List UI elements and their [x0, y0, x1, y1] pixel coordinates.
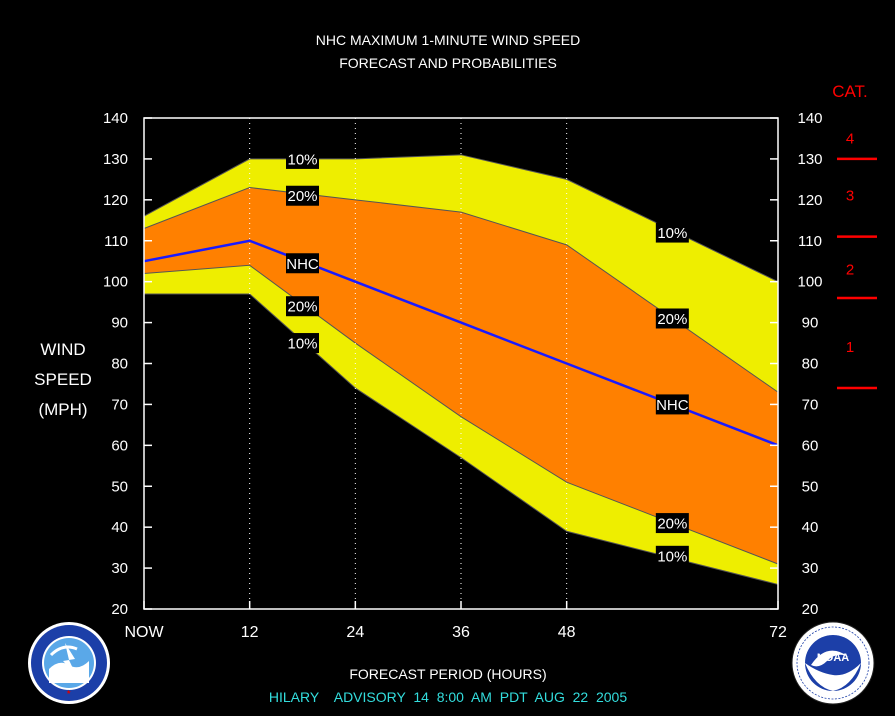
y-tick-label: 50: [802, 478, 819, 495]
series-label-box: [655, 308, 689, 329]
series-label-text: 10%: [657, 225, 687, 242]
series-label-text: 10%: [287, 336, 317, 353]
series-label-text: 20%: [287, 299, 317, 316]
y-tick-label: 40: [802, 519, 819, 536]
outside-region-bottom: [144, 293, 778, 609]
x-axis-label: FORECAST PERIOD (HOURS): [349, 666, 546, 682]
y-tick-label: 90: [802, 315, 819, 332]
x-tick-label: 24: [346, 624, 364, 641]
category-label: 3: [846, 188, 854, 205]
logo-star: ★: [66, 689, 71, 696]
nws-logo-icon: ★: [28, 622, 110, 704]
x-tick-label: 72: [769, 624, 787, 641]
band-edge-line: [143, 264, 779, 565]
y-tick-label: 50: [111, 478, 128, 495]
series-label-text: 20%: [657, 516, 687, 533]
y-axis-label-line: WIND: [40, 340, 85, 359]
series-label-box: [655, 394, 689, 415]
y-axis-right: 20 30 40 50 60 70 80 90 100 110 120 130 140: [770, 110, 823, 618]
category-label: 4: [846, 130, 854, 147]
y-tick-label: 40: [111, 519, 128, 536]
series-label-text: 20%: [657, 311, 687, 328]
series-label-box: [286, 296, 319, 317]
category-panel: CAT. 4 3 2 1: [832, 82, 877, 390]
y-tick-label: 30: [802, 560, 819, 577]
series-label: 20%: [286, 296, 319, 317]
nhc-forecast-line: [143, 239, 779, 447]
y-tick-label: 20: [802, 601, 819, 618]
x-tick-label: 12: [241, 624, 259, 641]
series-label-text: 20%: [287, 188, 317, 205]
chart-title: NHC MAXIMUM 1-MINUTE WIND SPEED: [316, 32, 580, 48]
series-label: 10%: [655, 545, 689, 566]
y-tick-label: 100: [103, 274, 128, 291]
y-tick-label: 140: [797, 110, 822, 127]
series-label-box: [655, 545, 689, 566]
y-tick-label: 110: [104, 233, 128, 250]
series-label-text: 10%: [657, 548, 687, 565]
plot-area: 10% 20% NHC 20% 10% 10% 20% NHC 20% 10%: [143, 117, 779, 610]
advisory-line: HILARY ADVISORY 14 8:00 AM PDT AUG 22 20…: [269, 689, 627, 705]
y-tick-label: 80: [111, 356, 128, 373]
y-tick-label: 30: [111, 560, 128, 577]
y-axis-left: 20 30 40 50 60 70 80 90 100 110 120 130 140: [103, 110, 152, 618]
series-label: NHC: [655, 394, 689, 415]
x-axis: NOW 12 24 36 48 72: [124, 601, 787, 641]
y-tick-label: 120: [797, 192, 822, 209]
noaa-logo-icon: NOAA: [791, 621, 875, 705]
series-label: 20%: [655, 513, 689, 534]
y-tick-label: 20: [111, 601, 128, 618]
x-tick-label: 36: [452, 624, 470, 641]
series-label-box: [286, 148, 319, 169]
y-tick-label: 120: [103, 192, 128, 209]
y-tick-label: 110: [798, 233, 822, 250]
series-label-text: NHC: [656, 397, 689, 414]
y-tick-label: 140: [103, 110, 128, 127]
y-tick-label: 70: [111, 396, 128, 413]
y-tick-label: 90: [111, 315, 128, 332]
series-label: NHC: [286, 253, 319, 274]
y-tick-label: 70: [802, 396, 819, 413]
category-label: 1: [846, 339, 854, 356]
y-tick-label: 130: [103, 151, 128, 168]
series-label-box: [286, 185, 319, 206]
series-label: 10%: [286, 333, 319, 354]
y-axis-label: WIND SPEED (MPH): [34, 340, 92, 419]
category-heading: CAT.: [832, 82, 868, 101]
x-tick-label: 48: [558, 624, 576, 641]
noaa-logo-text: NOAA: [817, 652, 849, 664]
series-label-box: [286, 333, 319, 354]
band-edge-line: [144, 293, 779, 585]
series-label: 20%: [655, 308, 689, 329]
series-label-box: [655, 513, 689, 534]
band-edge-line: [143, 154, 779, 283]
series-label-box: [286, 253, 319, 274]
y-tick-label: 60: [802, 437, 819, 454]
y-axis-label-line: SPEED: [34, 370, 92, 389]
y-axis-label-line: (MPH): [38, 400, 87, 419]
band-edge-line: [143, 187, 779, 393]
series-label: 10%: [655, 222, 689, 243]
chart-subtitle: FORECAST AND PROBABILITIES: [339, 55, 557, 71]
y-tick-label: 80: [802, 356, 819, 373]
series-label: 10%: [286, 148, 319, 169]
series-label-text: 10%: [287, 151, 317, 168]
y-tick-label: 60: [111, 437, 128, 454]
series-label-box: [655, 222, 689, 243]
series-label: 20%: [286, 185, 319, 206]
series-label-text: NHC: [286, 256, 319, 273]
y-tick-label: 100: [797, 274, 822, 291]
category-label: 2: [846, 261, 854, 278]
x-tick-label: NOW: [124, 624, 164, 641]
y-tick-label: 130: [797, 151, 822, 168]
